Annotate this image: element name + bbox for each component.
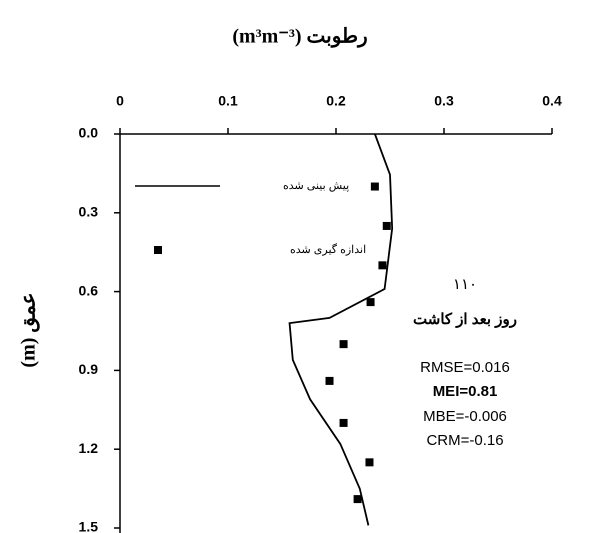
measured-point [366, 298, 375, 307]
legend-label: پیش بینی شده [283, 180, 349, 192]
annotation: RMSE=0.016 [420, 359, 510, 376]
y-tick-label: 0.6 [79, 282, 99, 298]
measured-point [378, 261, 387, 270]
annotation: ۱۱۰ [453, 276, 477, 293]
legend-label: اندازه گیری شده [290, 243, 366, 256]
x-tick-label: 0 [116, 93, 124, 109]
x-tick-label: 0.2 [326, 93, 346, 109]
annotation: MEI=0.81 [433, 383, 498, 400]
annotation: روز بعد از کاشت [413, 311, 517, 328]
measured-point [339, 340, 348, 349]
y-tick-label: 1.5 [79, 519, 99, 533]
measured-point [365, 458, 374, 467]
measured-point [325, 376, 334, 385]
y-tick-label: 0.9 [79, 361, 99, 377]
x-tick-label: 0.4 [542, 93, 562, 109]
measured-point [370, 182, 379, 191]
measured-point [353, 495, 362, 504]
annotation: CRM=-0.16 [426, 432, 503, 449]
x-tick-label: 0.1 [218, 93, 238, 109]
measured-point [382, 221, 391, 230]
measured-point [339, 418, 348, 427]
y-axis-title: عمق (m) [18, 292, 41, 367]
x-tick-label: 0.3 [434, 93, 454, 109]
y-tick-label: 1.2 [79, 440, 99, 456]
y-tick-label: 0.0 [79, 125, 99, 141]
predicted-line [288, 133, 394, 526]
y-tick-label: 0.3 [79, 204, 99, 220]
x-axis-title: رطوبت (m³m⁻³) [232, 26, 367, 49]
annotation: MBE=-0.006 [423, 408, 507, 425]
legend-marker [154, 246, 162, 254]
